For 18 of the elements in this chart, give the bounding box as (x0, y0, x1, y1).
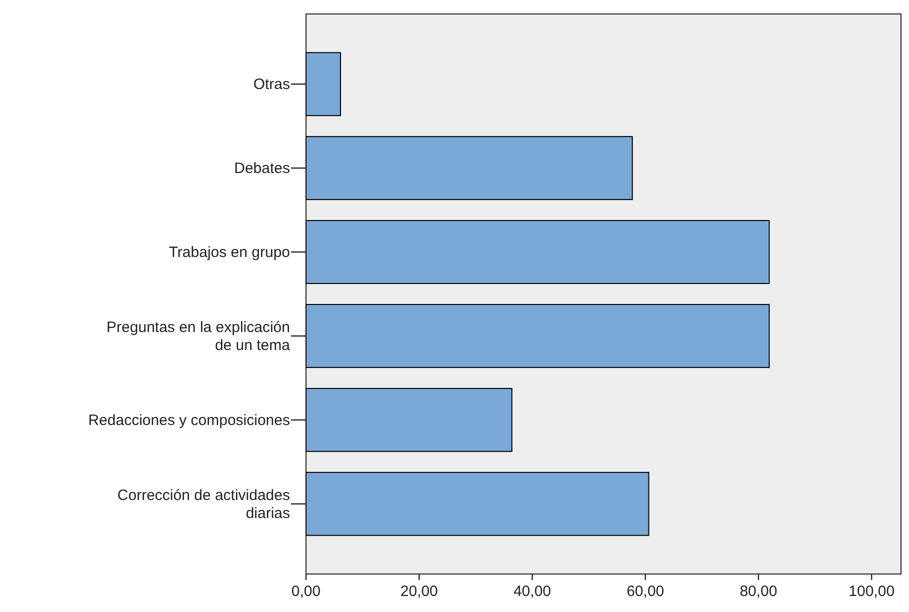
x-tick-label: 40,00 (513, 583, 552, 600)
y-tick-label: Trabajos en grupo (168, 244, 290, 262)
bar (306, 136, 633, 200)
bar (306, 52, 341, 116)
y-tick-label: Corrección de actividades diarias (117, 486, 290, 522)
bar (306, 388, 512, 452)
bar (306, 472, 650, 536)
y-tick-label: Otras (253, 76, 290, 94)
x-tick-label: 60,00 (626, 583, 664, 600)
y-tick-label: Debates (234, 160, 290, 178)
y-tick-label: Preguntas en la explicación de un tema (106, 318, 291, 354)
y-tick-label: Redacciones y composiciones (88, 412, 290, 429)
bar (306, 304, 770, 368)
x-tick-label: 80,00 (740, 583, 778, 600)
x-tick-label: 20,00 (400, 583, 438, 600)
x-tick-label: 0,00 (291, 583, 321, 600)
bar (306, 220, 770, 284)
x-tick-label: 100,00 (848, 583, 895, 600)
